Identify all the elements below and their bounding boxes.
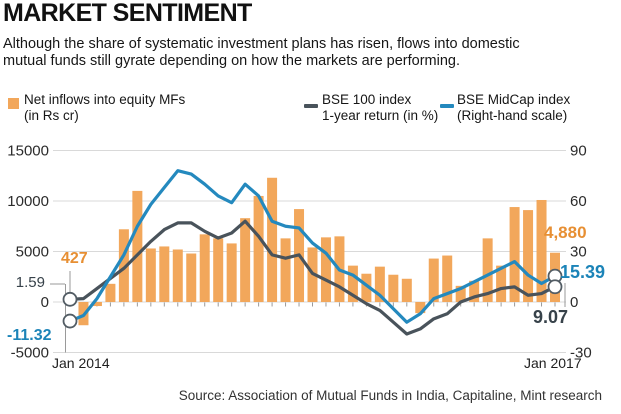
inflow-bar — [253, 195, 264, 302]
bar-legend-swatch — [8, 98, 19, 109]
inflow-bar — [280, 238, 291, 302]
inflow-bar — [226, 243, 237, 302]
left-axis-tick-label: -5000 — [11, 345, 49, 362]
midcap-line — [68, 169, 557, 324]
page-title: MARKET SENTIMENT — [3, 0, 252, 27]
right-axis-tick-label: 30 — [570, 244, 587, 261]
inflow-bar — [213, 238, 224, 302]
endpoint-marker — [62, 291, 78, 307]
inflow-bar — [509, 207, 520, 302]
inflow-bar — [536, 199, 547, 302]
midcap-legend-label: BSE MidCap index — [457, 92, 571, 107]
inflow-bar — [415, 302, 426, 314]
bar-legend-sublabel: (in Rs cr) — [24, 108, 79, 123]
bse100-legend-label: BSE 100 index — [322, 92, 412, 107]
inflow-bar — [469, 280, 480, 302]
inflow-bar — [186, 253, 197, 302]
midcap-legend-sublabel: (Right-hand scale) — [457, 108, 568, 123]
inflow-bar — [240, 218, 251, 302]
inflow-bar — [388, 274, 399, 302]
inflow-bar — [159, 246, 170, 302]
inflow-bar — [199, 234, 210, 302]
right-axis-tick-label: 0 — [570, 294, 578, 311]
annotation-first-bar-value: 427 — [61, 250, 88, 267]
annotation-bse100-start-value: 1.59 — [15, 274, 45, 291]
inflow-bar — [428, 258, 439, 302]
right-axis-tick-label: -30 — [570, 345, 592, 362]
right-axis-tick-label: 60 — [570, 193, 587, 210]
inflow-bar — [145, 248, 156, 302]
inflow-bar — [105, 283, 116, 302]
bse100-legend-dash — [304, 104, 318, 108]
figure-subtitle: Although the share of systematic investm… — [3, 36, 617, 69]
annotation-midcap-start-value: -11.32 — [7, 327, 52, 344]
endpoint-marker — [62, 313, 78, 329]
right-axis-tick-label: 90 — [570, 143, 587, 160]
inflow-bar — [374, 266, 385, 302]
inflow-bar — [320, 237, 331, 302]
inflow-bar — [401, 278, 412, 302]
left-axis-tick-label: 15000 — [7, 143, 49, 160]
midcap-legend-dash — [440, 104, 454, 108]
bar-legend-label: Net inflows into equity MFs — [24, 92, 186, 107]
subtitle-line-2: mutual funds still gyrate depending on h… — [3, 52, 460, 69]
inflow-bar — [267, 177, 278, 302]
annotation-midcap-end-value: 15.39 — [560, 262, 606, 282]
bse100-legend-sublabel: 1-year return (in %) — [322, 108, 439, 123]
inflow-bar — [361, 273, 372, 302]
annotation-last-bar-value: 4,880 — [544, 223, 587, 242]
source-credit: Source: Association of Mutual Funds in I… — [178, 388, 602, 403]
inflow-bar — [91, 302, 102, 307]
left-axis-tick-label: 10000 — [7, 193, 49, 210]
left-axis-tick-label: 5000 — [16, 244, 49, 261]
inflow-bar — [118, 229, 129, 302]
inflow-bar — [347, 265, 358, 302]
bse100-line — [68, 219, 557, 336]
endpoint-marker — [547, 279, 563, 295]
left-axis-tick-label: 0 — [41, 294, 49, 311]
inflow-bar — [172, 249, 183, 302]
inflow-bar — [442, 255, 453, 302]
inflow-bar — [523, 210, 534, 302]
x-axis-start-label: Jan 2014 — [52, 355, 110, 371]
subtitle-line-1: Although the share of systematic investm… — [3, 36, 520, 52]
inflow-bar — [132, 190, 143, 302]
inflow-bar — [496, 265, 507, 302]
inflow-bar — [455, 285, 466, 302]
x-axis-end-label: Jan 2017 — [524, 355, 582, 371]
inflow-bar — [482, 238, 493, 302]
annotation-bse100-end-value: 9.07 — [533, 307, 569, 327]
